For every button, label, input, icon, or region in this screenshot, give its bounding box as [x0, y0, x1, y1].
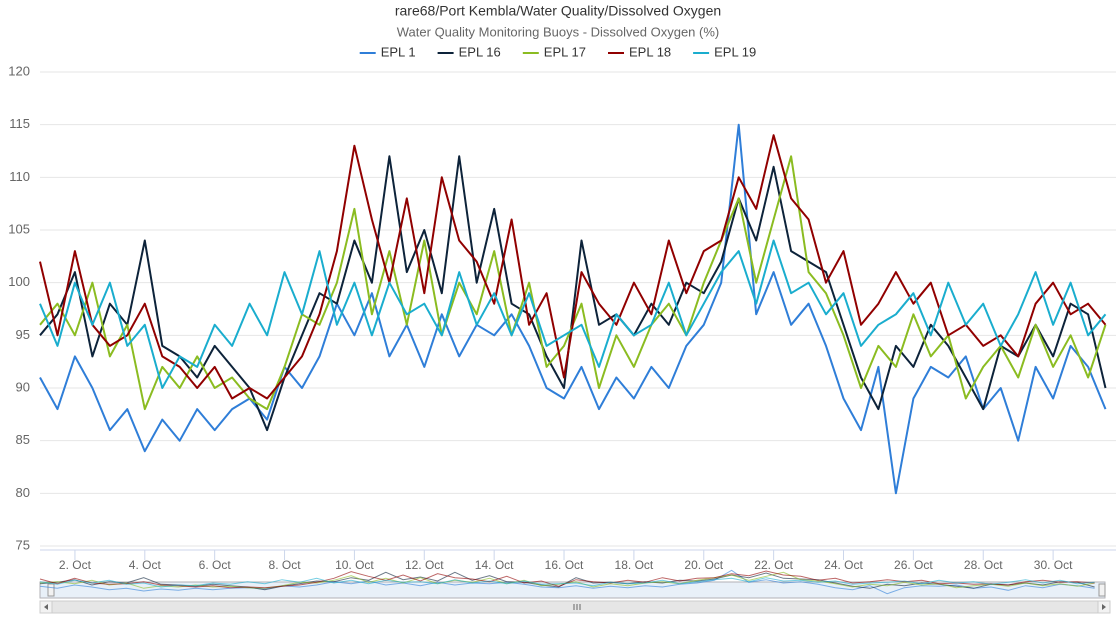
- x-tick-label: 12. Oct: [405, 558, 444, 572]
- legend-label: EPL 17: [544, 44, 586, 59]
- navigator-line: [39, 577, 1095, 588]
- x-tick-label: 28. Oct: [964, 558, 1003, 572]
- x-tick-label: 10. Oct: [335, 558, 374, 572]
- x-tick-label: 2. Oct: [59, 558, 92, 572]
- x-tick-label: 16. Oct: [545, 558, 584, 572]
- legend-item[interactable]: EPL 19: [693, 44, 756, 59]
- series-line: [39, 155, 1107, 432]
- y-tick-label: 75: [16, 537, 30, 552]
- y-tick-label: 100: [8, 274, 30, 289]
- plot-area: [39, 123, 1107, 495]
- navigator: [39, 569, 1111, 614]
- x-tick-label: 22. Oct: [754, 558, 793, 572]
- legend-label: EPL 1: [381, 44, 416, 59]
- legend-label: EPL 18: [629, 44, 671, 59]
- legend-item[interactable]: EPL 16: [437, 44, 501, 59]
- navigator-handle[interactable]: [47, 583, 55, 597]
- navigator-line: [39, 569, 1095, 595]
- x-tick-label: 18. Oct: [615, 558, 654, 572]
- grid: 75 80 85 90 95 100 105 110 115 120 2. Oct 4. Oct 6. …: [8, 63, 1116, 572]
- x-tick-label: 30. Oct: [1034, 558, 1073, 572]
- legend-item[interactable]: EPL 17: [522, 44, 586, 59]
- y-tick-label: 95: [16, 327, 30, 342]
- y-tick-label: 80: [16, 485, 30, 500]
- series-line: [39, 239, 1107, 389]
- legend-label: EPL 16: [459, 44, 501, 59]
- y-tick-label: 110: [9, 169, 30, 184]
- x-tick-label: 6. Oct: [199, 558, 232, 572]
- y-tick-label: 105: [8, 221, 30, 236]
- x-tick-label: 4. Oct: [129, 558, 162, 572]
- series-line: [39, 134, 1107, 400]
- y-tick-label: 85: [16, 432, 30, 447]
- legend: EPL 1 EPL 16 EPL 17 EPL 18 EPL 19: [359, 44, 756, 59]
- legend-label: EPL 19: [714, 44, 756, 59]
- y-tick-label: 90: [16, 379, 30, 394]
- y-tick-label: 120: [8, 63, 30, 78]
- x-tick-label: 8. Oct: [269, 558, 302, 572]
- x-tick-label: 20. Oct: [684, 558, 723, 572]
- y-tick-label: 115: [9, 116, 30, 131]
- chart-title: rare68/Port Kembla/Water Quality/Dissolv…: [395, 3, 721, 19]
- navigator-handle[interactable]: [1098, 583, 1106, 597]
- navigator-window[interactable]: [39, 581, 1106, 599]
- scrollbar-thumb[interactable]: [51, 600, 1099, 614]
- chart-subtitle: Water Quality Monitoring Buoys - Dissolv…: [397, 24, 719, 39]
- x-tick-label: 14. Oct: [475, 558, 514, 572]
- legend-item[interactable]: EPL 1: [359, 44, 416, 59]
- scrollbar-grip: [573, 604, 581, 610]
- series-line: [39, 123, 1107, 495]
- x-tick-label: 26. Oct: [894, 558, 933, 572]
- legend-item[interactable]: EPL 18: [608, 44, 671, 59]
- x-tick-label: 24. Oct: [824, 558, 863, 572]
